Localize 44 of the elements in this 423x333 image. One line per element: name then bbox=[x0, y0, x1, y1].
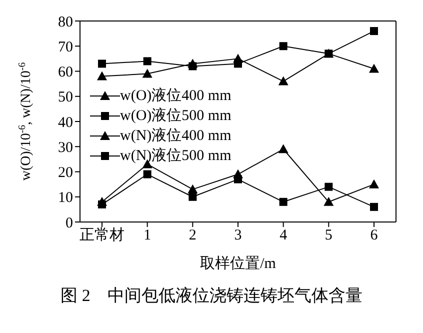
point bbox=[369, 64, 379, 73]
y-tick-label: 50 bbox=[58, 90, 73, 106]
x-tick-label: 1 bbox=[144, 228, 152, 244]
point bbox=[324, 196, 334, 206]
point bbox=[370, 27, 378, 36]
x-tick-label: 6 bbox=[370, 228, 378, 244]
legend-label: w(O)液位400 mm bbox=[120, 87, 232, 105]
point bbox=[370, 202, 378, 211]
y-tick-label: 80 bbox=[58, 14, 73, 30]
y-tick-label: 30 bbox=[58, 140, 73, 156]
point bbox=[143, 170, 152, 178]
caption: 图 2 中间包低液位浇铸连铸坯气体含量 bbox=[60, 285, 364, 307]
x-tick-label: 4 bbox=[280, 228, 288, 244]
y-tick-label: 70 bbox=[58, 39, 73, 56]
point bbox=[278, 144, 288, 154]
point bbox=[142, 68, 152, 78]
point bbox=[324, 50, 333, 58]
y-tick-label: 0 bbox=[66, 215, 73, 232]
y-tick-label: 60 bbox=[58, 64, 73, 81]
point bbox=[97, 71, 107, 80]
point bbox=[278, 76, 288, 86]
point bbox=[279, 42, 288, 50]
point bbox=[279, 198, 288, 206]
x-tick-label: 2 bbox=[188, 228, 196, 244]
point bbox=[188, 62, 197, 70]
x-axis-title: 取样位置/m bbox=[200, 255, 276, 272]
point bbox=[369, 179, 379, 188]
y-tick-label: 10 bbox=[58, 190, 73, 206]
legend-label: w(N)液位400 mm bbox=[120, 127, 232, 145]
y-tick-label: 20 bbox=[58, 165, 73, 182]
point bbox=[188, 192, 197, 201]
point bbox=[98, 60, 106, 68]
point bbox=[188, 184, 198, 194]
point bbox=[143, 57, 152, 66]
point bbox=[234, 175, 242, 184]
legend-label: w(N)液位500 mm bbox=[120, 147, 232, 165]
point bbox=[98, 200, 106, 208]
point bbox=[324, 182, 333, 191]
x-tick-label: 5 bbox=[324, 228, 332, 244]
x-tick-label: 3 bbox=[234, 228, 242, 244]
point bbox=[234, 60, 242, 68]
x-tick-label: 正常材 bbox=[80, 226, 124, 244]
y-tick-label: 40 bbox=[58, 114, 73, 131]
legend-label: w(O)液位500 mm bbox=[120, 107, 232, 125]
